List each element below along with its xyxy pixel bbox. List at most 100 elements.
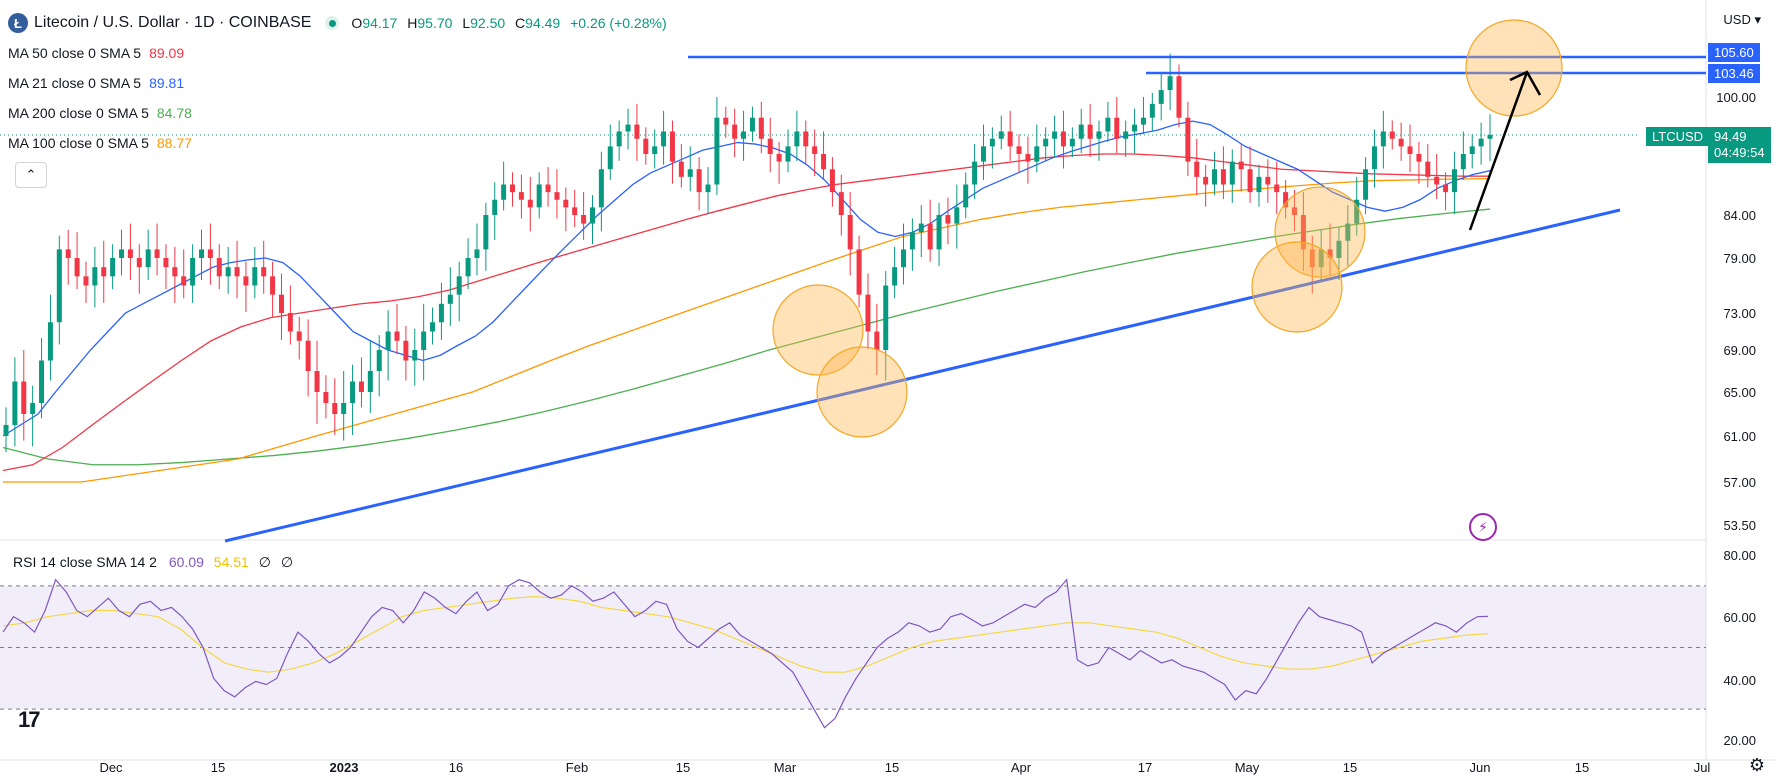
- time-tick-label: 17: [1138, 760, 1152, 775]
- time-tick-label: 15: [676, 760, 690, 775]
- candle-body: [65, 249, 71, 258]
- candle-body: [1212, 169, 1218, 185]
- candle-body: [207, 249, 213, 258]
- candle-body: [216, 258, 222, 277]
- candle-body: [1407, 146, 1413, 154]
- candle-body: [589, 207, 595, 224]
- candle-body: [847, 215, 853, 250]
- candle-body: [3, 425, 9, 436]
- indicator-ma21[interactable]: MA 21 close 0 SMA 5 89.81: [8, 75, 185, 91]
- support-trendline: [224, 208, 1621, 543]
- candle-body: [385, 331, 391, 350]
- candle-body: [438, 303, 444, 323]
- candle-body: [421, 331, 427, 350]
- candle-body: [358, 381, 364, 392]
- overlays: [224, 19, 1706, 543]
- candle-body: [198, 249, 204, 258]
- annotation-circle: [1251, 241, 1343, 333]
- candle-body: [1300, 215, 1306, 250]
- candle-body: [92, 267, 98, 286]
- candle-body: [1176, 76, 1182, 118]
- candle-body: [56, 249, 62, 323]
- candle-body: [945, 215, 951, 224]
- lightning-icon[interactable]: ⚡: [1469, 513, 1497, 541]
- gear-icon[interactable]: ⚙: [1748, 755, 1765, 775]
- rsi-tick-label: 80.00: [1723, 548, 1756, 563]
- candle-body: [225, 267, 231, 277]
- candle-body: [767, 138, 773, 154]
- candle-body: [474, 249, 480, 258]
- tradingview-logo[interactable]: 17: [18, 707, 41, 732]
- candle-body: [1247, 169, 1253, 193]
- candle-body: [47, 322, 53, 361]
- candle-body: [314, 371, 320, 392]
- time-tick-label: Mar: [774, 760, 797, 775]
- candle-body: [341, 403, 347, 414]
- candle-body: [1229, 161, 1235, 185]
- rsi-tick-label: 20.00: [1723, 733, 1756, 748]
- candle-body: [625, 124, 631, 132]
- price-tick-label: 84.00: [1723, 208, 1756, 223]
- annotation-circle: [1274, 186, 1366, 278]
- collapse-legend-button[interactable]: ⌃: [15, 162, 47, 188]
- candle-body: [39, 360, 45, 403]
- candle-body: [305, 340, 311, 371]
- candle-body: [616, 131, 622, 147]
- candle-body: [972, 161, 978, 185]
- ma100-line: [3, 177, 1491, 483]
- candle-body: [456, 276, 462, 295]
- indicator-ma50[interactable]: MA 50 close 0 SMA 5 89.09: [8, 45, 185, 61]
- candle-body: [1469, 146, 1475, 154]
- market-status-icon[interactable]: [325, 16, 340, 30]
- candle-body: [536, 184, 542, 208]
- rsi-tick-label: 40.00: [1723, 673, 1756, 688]
- chevron-up-icon: ⌃: [25, 167, 37, 182]
- candle-body: [1123, 131, 1129, 139]
- candle-body: [1158, 90, 1164, 104]
- candle-body: [127, 249, 133, 258]
- candle-body: [687, 169, 693, 177]
- candle-body: [661, 131, 667, 147]
- candle-body: [1238, 161, 1244, 170]
- candle-body: [1016, 146, 1022, 154]
- rsi-band: [0, 585, 1706, 710]
- candle-body: [1371, 146, 1377, 170]
- candle-body: [74, 258, 80, 277]
- candle-body: [678, 161, 684, 177]
- indicator-ma100[interactable]: MA 100 close 0 SMA 5 88.77: [8, 135, 192, 151]
- candle-body: [323, 392, 329, 403]
- candle-body: [1327, 249, 1333, 258]
- candle-body: [394, 331, 400, 341]
- candle-body: [501, 184, 507, 200]
- price-tick-label: 79.00: [1723, 251, 1756, 266]
- candle-body: [136, 258, 142, 268]
- candle-body: [1451, 169, 1457, 193]
- candle-body: [287, 313, 293, 332]
- litecoin-icon: Ł: [8, 13, 28, 33]
- candle-body: [510, 184, 516, 193]
- candle-body: [749, 117, 755, 132]
- candle-body: [838, 192, 844, 215]
- currency-selector[interactable]: USD ▾: [1723, 12, 1761, 27]
- candle-body: [1265, 176, 1271, 185]
- candle-body: [758, 117, 764, 139]
- candle-body: [874, 331, 880, 350]
- candle-body: [1007, 131, 1013, 147]
- indicator-ma200[interactable]: MA 200 close 0 SMA 5 84.78: [8, 105, 192, 121]
- time-tick-label: 15: [1575, 760, 1589, 775]
- candle-body: [172, 267, 178, 277]
- axes: 100.00 84.00 79.00 73.00 69.00 65.00 61.00 57.0…: [99, 90, 1756, 775]
- pair-title: Litecoin / U.S. Dollar · 1D · COINBASE: [34, 14, 312, 31]
- candle-body: [1220, 169, 1226, 185]
- candle-body: [518, 192, 524, 200]
- candle-body: [1318, 249, 1324, 268]
- candles: [3, 53, 1493, 453]
- candle-body: [1025, 153, 1031, 162]
- candle-body: [465, 258, 471, 277]
- candle-body: [1060, 131, 1066, 147]
- candle-body: [1132, 124, 1138, 132]
- rsi-legend[interactable]: RSI 14 close SMA 14 2 60.09 54.51 ∅ ∅: [13, 554, 294, 570]
- candle-body: [1443, 184, 1449, 193]
- candle-body: [909, 232, 915, 250]
